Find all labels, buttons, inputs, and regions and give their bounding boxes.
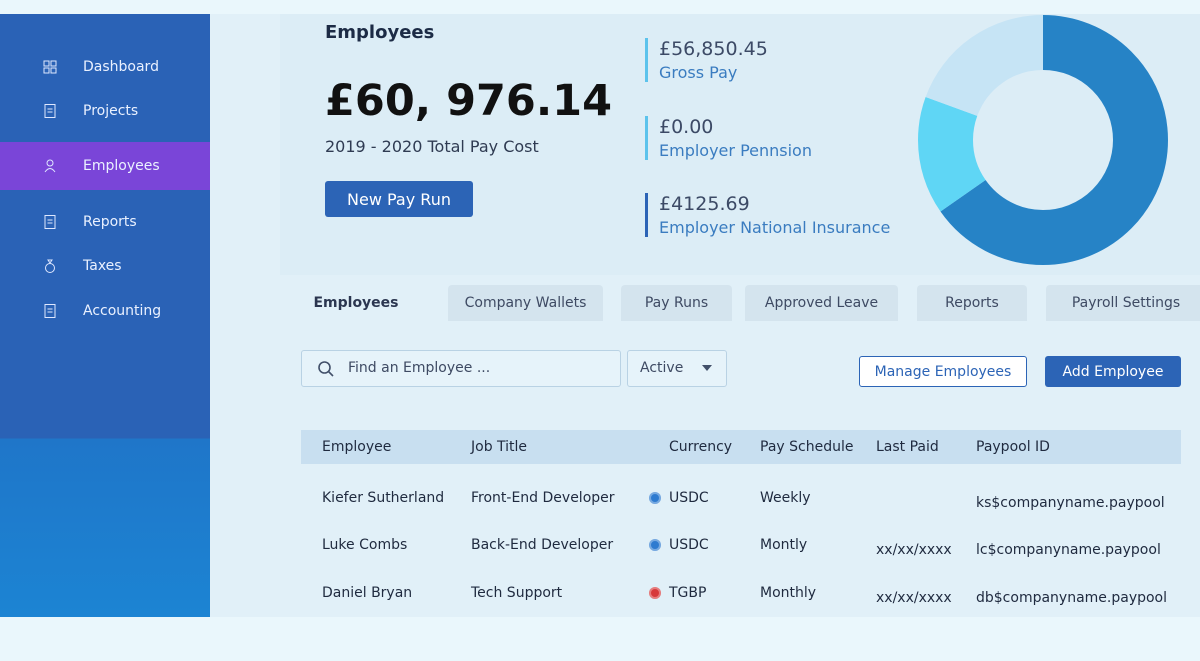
- dropdown-arrow: [702, 365, 712, 371]
- search-box[interactable]: Find an Employee ...: [301, 350, 621, 387]
- currency-icon: [649, 492, 661, 504]
- column-header: Last Paid: [876, 439, 939, 455]
- currency-icon: [649, 539, 661, 551]
- nav-icon: [44, 215, 56, 229]
- column-header: Currency: [669, 439, 733, 455]
- nav-icon: [44, 104, 56, 118]
- stat-value: £4125.69: [659, 193, 750, 215]
- table-cell: USDC: [669, 490, 709, 506]
- column-header: Job Title: [471, 439, 528, 455]
- add-employee-button[interactable]: Add Employee: [1045, 356, 1181, 387]
- donut-chart: [918, 15, 1168, 265]
- table-cell: lc$companyname.paypool: [976, 542, 1161, 558]
- column-header: Paypool ID: [976, 439, 1050, 455]
- nav-label: Accounting: [83, 303, 162, 319]
- nav-item[interactable]: Reports: [0, 198, 210, 246]
- table-cell: Daniel Bryan: [322, 585, 413, 601]
- nav-item[interactable]: Taxes: [0, 242, 210, 290]
- table-cell: Luke Combs: [322, 537, 408, 553]
- tab[interactable]: Employees: [282, 285, 430, 321]
- table-cell: xx/xx/xxxx: [876, 542, 952, 558]
- summary-title: Employees: [325, 22, 435, 43]
- nav-label: Employees: [83, 158, 160, 174]
- table-cell: Kiefer Sutherland: [322, 490, 445, 506]
- stat: £56,850.45 Gross Pay: [645, 38, 768, 82]
- total-cost: £60, 976.14: [325, 76, 612, 126]
- tab[interactable]: Reports: [917, 285, 1027, 321]
- nav-icon: [43, 60, 57, 74]
- column-header: Pay Schedule: [760, 439, 854, 455]
- nav-icon: [44, 159, 56, 173]
- table-cell: Tech Support: [471, 585, 563, 601]
- filter-value: Active: [640, 360, 684, 376]
- status-filter[interactable]: Active: [627, 350, 727, 387]
- stat-label: Employer National Insurance: [659, 218, 891, 237]
- tab[interactable]: Approved Leave: [745, 285, 898, 321]
- stat-label: Gross Pay: [659, 63, 738, 82]
- nav-item[interactable]: Accounting: [0, 287, 210, 335]
- nav-label: Dashboard: [83, 59, 159, 75]
- tab[interactable]: Payroll Settings: [1046, 285, 1200, 321]
- total-subtitle: 2019 - 2020 Total Pay Cost: [325, 137, 539, 156]
- stat: £0.00 Employer Pennsion: [645, 116, 812, 160]
- nav-label: Reports: [83, 214, 137, 230]
- nav-icon: [44, 304, 56, 318]
- donut-segment: [918, 15, 1168, 265]
- nav-label: Taxes: [83, 258, 122, 274]
- nav-label: Projects: [83, 103, 139, 119]
- table-cell: Montly: [760, 537, 808, 553]
- table-cell: ks$companyname.paypool: [976, 495, 1165, 511]
- table-header: [301, 430, 1181, 464]
- sidebar: Dashboard Projects Employees Reports Taxes Ac…: [0, 14, 210, 617]
- stat: £4125.69 Employer National Insurance: [645, 193, 890, 237]
- table-cell: TGBP: [669, 585, 707, 601]
- manage-employees-button[interactable]: Manage Employees: [859, 356, 1027, 387]
- column-header: Employee: [322, 439, 392, 455]
- table-cell: USDC: [669, 537, 709, 553]
- table-cell: db$companyname.paypool: [976, 590, 1168, 606]
- stat-value: £0.00: [659, 116, 714, 138]
- search-icon: [318, 361, 334, 377]
- nav-item[interactable]: Projects: [0, 87, 210, 135]
- donut-segment: [918, 15, 1168, 265]
- table-cell: Front-End Developer: [471, 490, 615, 506]
- currency-icon: [649, 587, 661, 599]
- new-pay-run-button[interactable]: New Pay Run: [325, 181, 473, 217]
- stat-value: £56,850.45: [659, 38, 768, 60]
- nav-item[interactable]: Employees: [0, 142, 210, 190]
- table-cell: Weekly: [760, 490, 811, 506]
- table-cell: xx/xx/xxxx: [876, 590, 952, 606]
- nav-icon: [45, 259, 55, 273]
- nav-item[interactable]: Dashboard: [0, 43, 210, 91]
- table-cell: Back-End Developer: [471, 537, 614, 553]
- search-placeholder: Find an Employee ...: [348, 360, 491, 376]
- table-cell: Monthly: [760, 585, 817, 601]
- stat-label: Employer Pennsion: [659, 141, 812, 160]
- tab[interactable]: Company Wallets: [448, 285, 603, 321]
- tab[interactable]: Pay Runs: [621, 285, 732, 321]
